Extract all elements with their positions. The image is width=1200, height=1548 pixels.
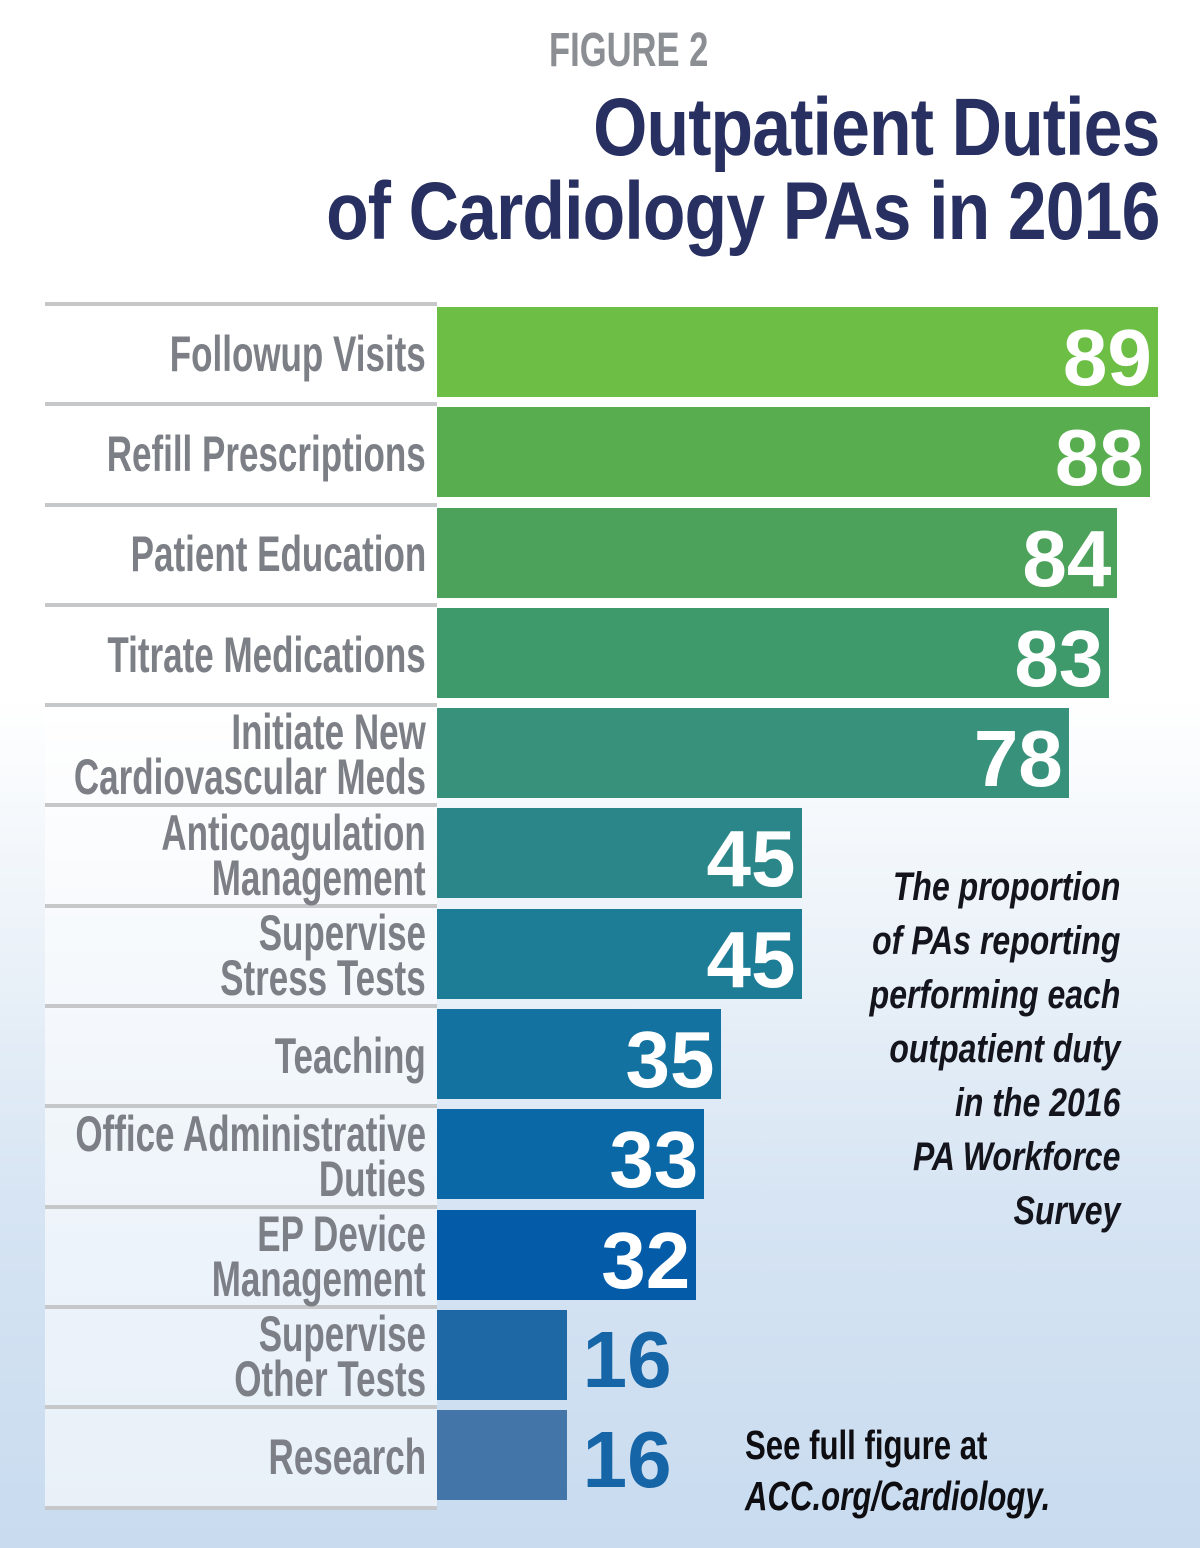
category-label-titrate-medications: Titrate Medications bbox=[45, 602, 437, 704]
value-label-ep-device-management: 32 bbox=[601, 1215, 691, 1305]
category-label-line: Anticoagulation bbox=[161, 804, 426, 861]
chart-row-supervise-stress-tests: Supervise Stress Tests 45 bbox=[45, 903, 1200, 1006]
value-label-anticoagulation-mgmt: 45 bbox=[706, 814, 796, 904]
value-label-titrate-medications: 83 bbox=[1014, 613, 1104, 703]
category-label-line: Initiate New bbox=[231, 704, 426, 761]
category-label-line: Management bbox=[212, 849, 426, 906]
category-label-line: Cardiovascular Meds bbox=[73, 749, 426, 806]
bar-ep-device-management: 32 bbox=[437, 1209, 697, 1305]
value-label-patient-education: 84 bbox=[1022, 513, 1112, 603]
category-label-line: Patient Education bbox=[130, 526, 426, 583]
chart-row-supervise-other-tests: Supervise Other Tests 16 bbox=[45, 1304, 1200, 1408]
category-label-line: Office Administrative bbox=[75, 1105, 426, 1162]
category-label-line: Stress Tests bbox=[220, 949, 426, 1006]
chart-row-patient-education: Patient Education 84 bbox=[45, 502, 1200, 603]
category-label-line: Followup Visits bbox=[169, 325, 426, 382]
chart-row-teaching: Teaching 35 bbox=[45, 1004, 1200, 1105]
bar-track-initiate-new-cv-meds: 78 bbox=[437, 703, 1200, 803]
chart-bottom-divider bbox=[45, 1505, 437, 1510]
annotation-line: Survey bbox=[1013, 1189, 1120, 1233]
category-label-line: Teaching bbox=[274, 1027, 426, 1084]
category-label-patient-education: Patient Education bbox=[45, 502, 437, 603]
category-label-anticoagulation-mgmt: Anticoagulation Management bbox=[45, 803, 437, 906]
value-label-office-admin-duties: 33 bbox=[609, 1115, 699, 1205]
bar-supervise-other-tests bbox=[437, 1309, 567, 1400]
bar-track-research: 16 bbox=[437, 1405, 1200, 1505]
bar-titrate-medications: 83 bbox=[437, 607, 1110, 703]
category-label-teaching: Teaching bbox=[45, 1004, 437, 1105]
category-label-line: Refill Prescriptions bbox=[107, 425, 426, 482]
category-label-line: Management bbox=[212, 1250, 426, 1307]
bar-office-admin-duties: 33 bbox=[437, 1109, 705, 1205]
bar-track-ep-device-management: 32 bbox=[437, 1205, 1200, 1305]
annotation-line: of PAs reporting bbox=[871, 919, 1120, 963]
category-label-line: Other Tests bbox=[234, 1351, 426, 1408]
bar-chart: Followup Visits 89 Refill Prescriptions 88 P… bbox=[45, 302, 1200, 1510]
category-label-office-admin-duties: Office Administrative Duties bbox=[45, 1104, 437, 1207]
category-label-line: Research bbox=[268, 1428, 426, 1485]
figure-label: FIGURE 2 bbox=[549, 27, 770, 75]
bar-teaching: 35 bbox=[437, 1009, 721, 1105]
bar-track-refill-prescriptions: 88 bbox=[437, 402, 1200, 502]
category-label-followup-visits: Followup Visits bbox=[45, 302, 437, 403]
category-label-line: Supervise bbox=[258, 904, 426, 961]
chart-row-initiate-new-cv-meds: Initiate New Cardiovascular Meds 78 bbox=[45, 703, 1200, 806]
bar-anticoagulation-mgmt: 45 bbox=[437, 808, 802, 904]
category-label-supervise-stress-tests: Supervise Stress Tests bbox=[45, 903, 437, 1006]
category-label-line: EP Device bbox=[257, 1205, 426, 1262]
chart-row-office-admin-duties: Office Administrative Duties 33 bbox=[45, 1104, 1200, 1207]
value-label-initiate-new-cv-meds: 78 bbox=[973, 714, 1063, 804]
category-label-line: Titrate Medications bbox=[107, 626, 426, 683]
page-title-line1: Outpatient Duties bbox=[593, 82, 1161, 173]
bar-track-supervise-stress-tests: 45 bbox=[437, 904, 1200, 1004]
annotation-line: performing each bbox=[869, 973, 1120, 1017]
footer-line1: See full figure at bbox=[745, 1422, 988, 1468]
chart-row-refill-prescriptions: Refill Prescriptions 88 bbox=[45, 402, 1200, 503]
bar-track-anticoagulation-mgmt: 45 bbox=[437, 803, 1200, 903]
bar-track-teaching: 35 bbox=[437, 1004, 1200, 1104]
bar-initiate-new-cv-meds: 78 bbox=[437, 708, 1069, 804]
bar-research bbox=[437, 1410, 567, 1501]
category-label-refill-prescriptions: Refill Prescriptions bbox=[45, 402, 437, 503]
value-label-supervise-stress-tests: 45 bbox=[706, 914, 796, 1004]
category-label-initiate-new-cv-meds: Initiate New Cardiovascular Meds bbox=[45, 703, 437, 806]
page-title: Outpatient Duties of Cardiology PAs in 2… bbox=[179, 82, 1161, 257]
annotation-line: outpatient duty bbox=[888, 1027, 1120, 1071]
value-label-supervise-other-tests: 16 bbox=[582, 1314, 672, 1404]
value-label-research: 16 bbox=[582, 1415, 672, 1505]
category-label-supervise-other-tests: Supervise Other Tests bbox=[45, 1304, 437, 1408]
footer-line2: ACC.org/Cardiology. bbox=[745, 1473, 1051, 1519]
footer-note: See full figure at ACC.org/Cardiology. bbox=[745, 1420, 1147, 1522]
bar-refill-prescriptions: 88 bbox=[437, 407, 1150, 503]
category-label-line: Duties bbox=[319, 1150, 426, 1207]
category-label-line: Supervise bbox=[258, 1306, 426, 1363]
figure-label-text: FIGURE 2 bbox=[549, 24, 709, 77]
chart-row-research: Research 16 bbox=[45, 1405, 1200, 1506]
bar-followup-visits: 89 bbox=[437, 307, 1158, 402]
annotation-line: PA Workforce bbox=[912, 1135, 1120, 1179]
annotation-line: The proportion bbox=[892, 865, 1120, 909]
category-label-research: Research bbox=[45, 1405, 437, 1506]
chart-row-ep-device-management: EP Device Management 32 bbox=[45, 1204, 1200, 1307]
chart-row-titrate-medications: Titrate Medications 83 bbox=[45, 602, 1200, 704]
bar-track-office-admin-duties: 33 bbox=[437, 1104, 1200, 1204]
annotation-line: in the 2016 bbox=[954, 1081, 1120, 1125]
value-label-followup-visits: 89 bbox=[1062, 313, 1152, 402]
bar-supervise-stress-tests: 45 bbox=[437, 908, 802, 1004]
chart-annotation: The proportion of PAs reporting performing… bbox=[807, 860, 1120, 1238]
bar-patient-education: 84 bbox=[437, 507, 1118, 603]
page-title-line2: of Cardiology PAs in 2016 bbox=[326, 166, 1161, 257]
bar-track-followup-visits: 89 bbox=[437, 302, 1200, 402]
bar-track-supervise-other-tests: 16 bbox=[437, 1305, 1200, 1405]
bar-track-patient-education: 84 bbox=[437, 503, 1200, 603]
value-label-teaching: 35 bbox=[625, 1015, 715, 1105]
chart-row-anticoagulation-mgmt: Anticoagulation Management 45 bbox=[45, 803, 1200, 906]
chart-row-followup-visits: Followup Visits 89 bbox=[45, 302, 1200, 403]
value-label-refill-prescriptions: 88 bbox=[1054, 413, 1144, 503]
bar-track-titrate-medications: 83 bbox=[437, 603, 1200, 703]
category-label-ep-device-management: EP Device Management bbox=[45, 1204, 437, 1307]
